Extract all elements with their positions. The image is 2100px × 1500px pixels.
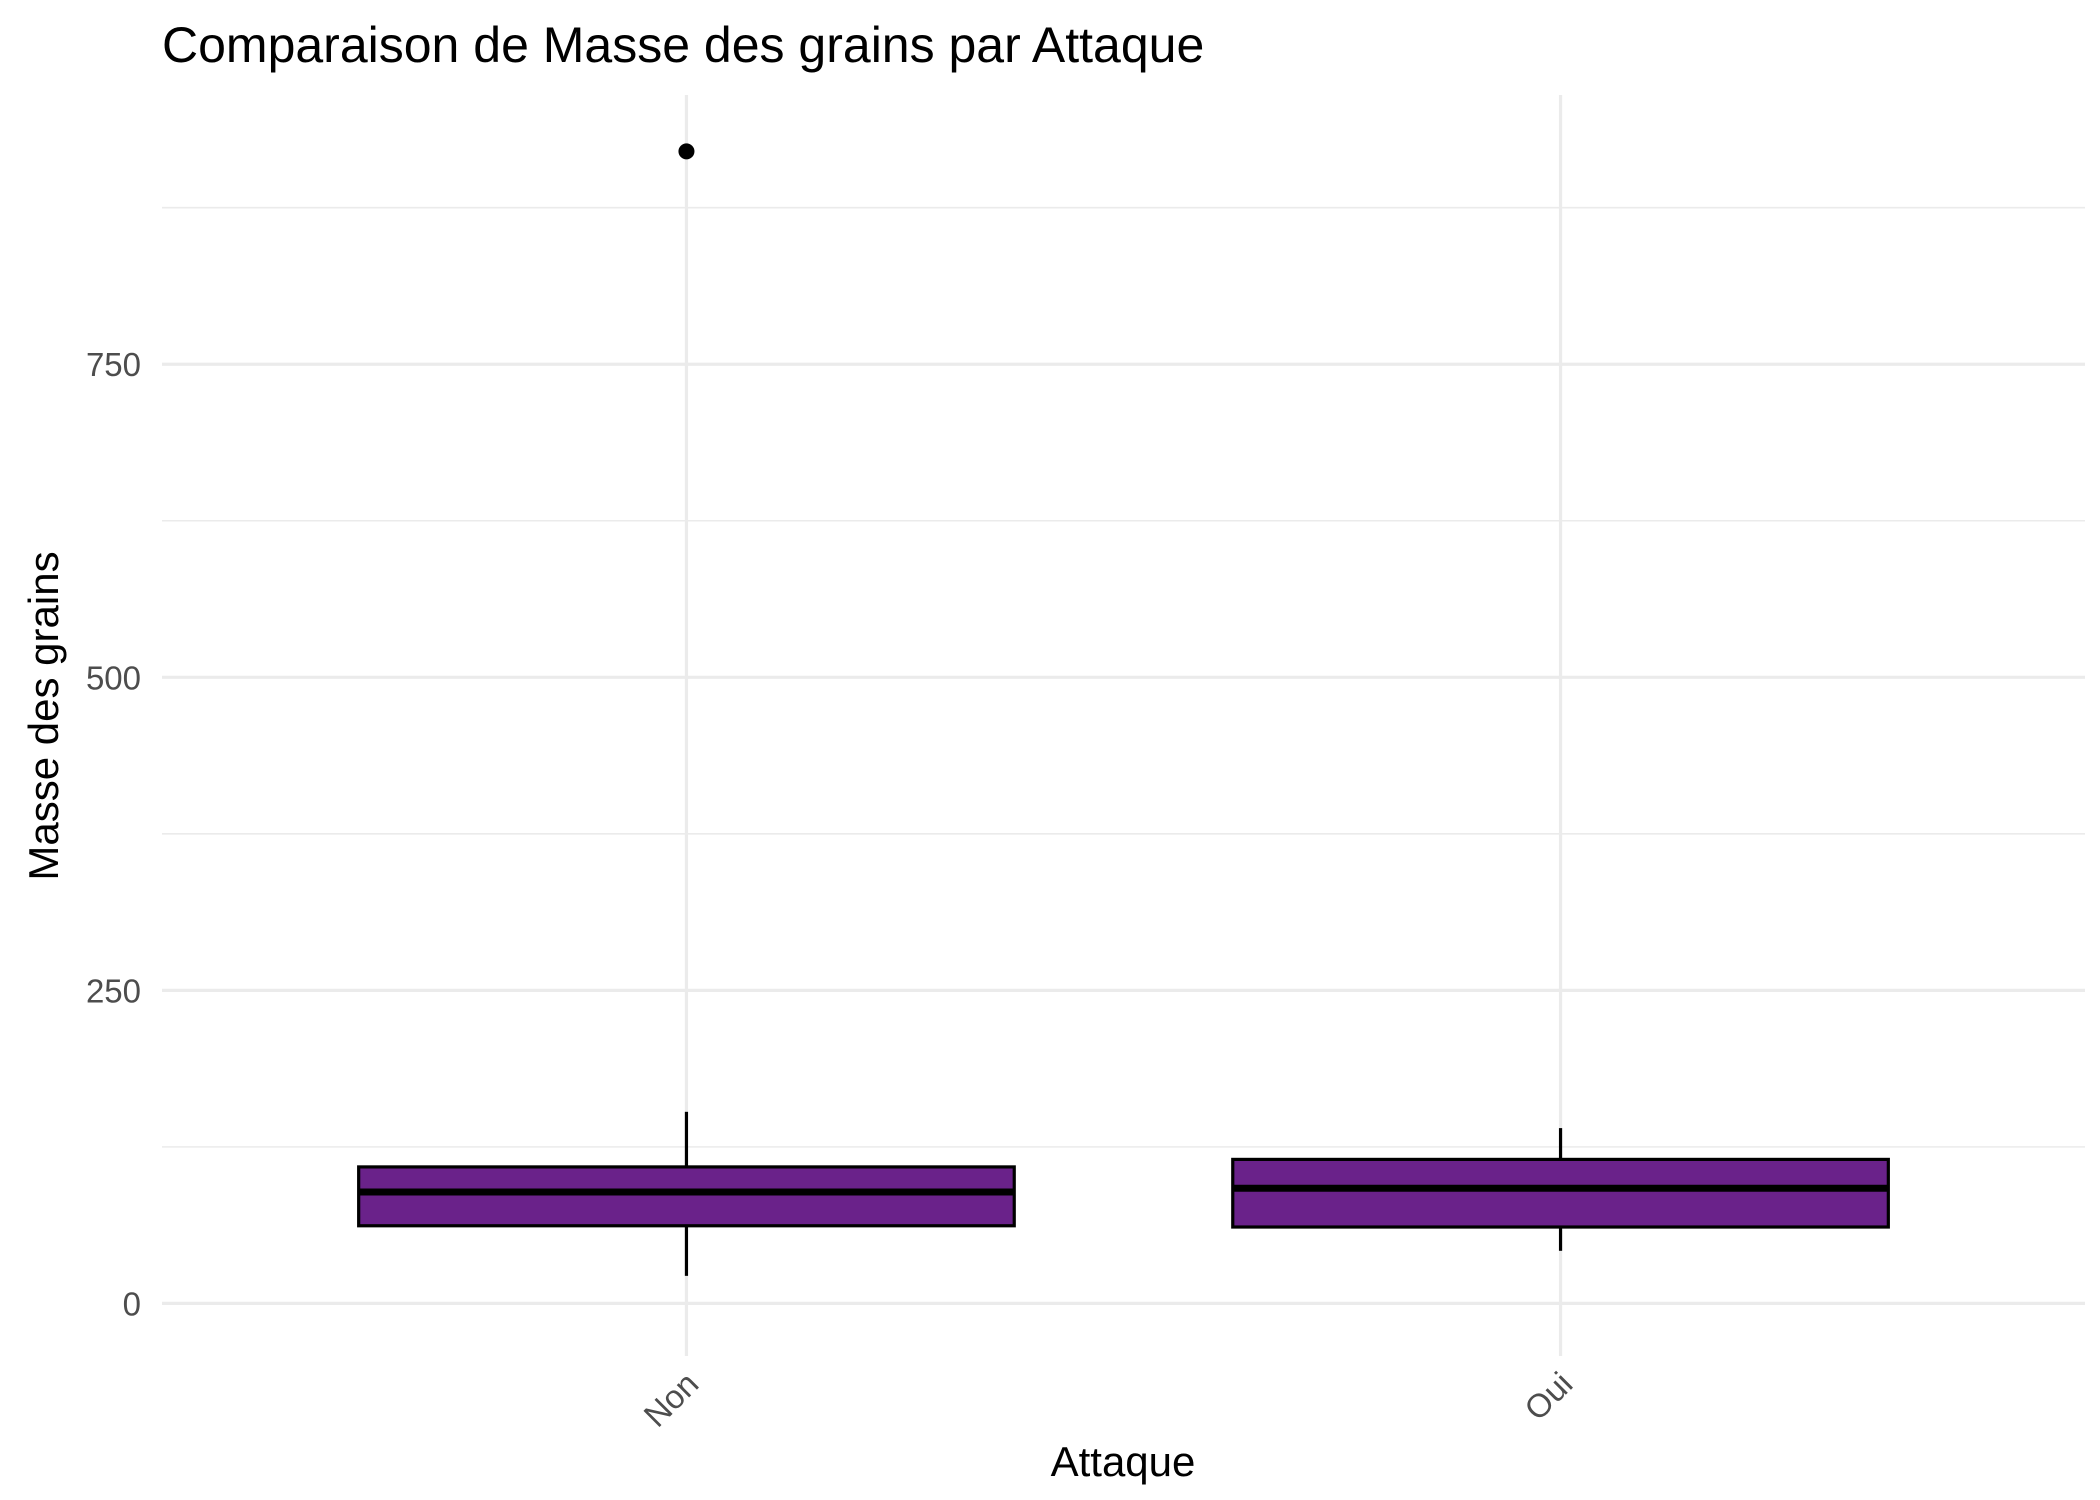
y-tick-label: 750 [86,346,141,383]
chart-title: Comparaison de Masse des grains par Atta… [162,17,1204,73]
x-tick-label: Non [636,1365,705,1434]
box-body [357,1165,1016,1228]
outlier-point [678,143,695,160]
y-tick-label: 250 [86,972,141,1009]
y-axis-title: Masse des grains [20,551,67,880]
box-non [357,143,1016,1276]
box-oui [1231,1128,1890,1251]
y-tick-label: 500 [86,659,141,696]
x-axis-title: Attaque [1051,1438,1196,1485]
y-tick-label: 0 [123,1285,141,1322]
plot-marks [357,143,1890,1276]
axis-ticks: 0 250 500 750 Non Oui [86,346,1580,1434]
x-tick-label: Oui [1517,1365,1579,1427]
box-body [1231,1157,1890,1229]
